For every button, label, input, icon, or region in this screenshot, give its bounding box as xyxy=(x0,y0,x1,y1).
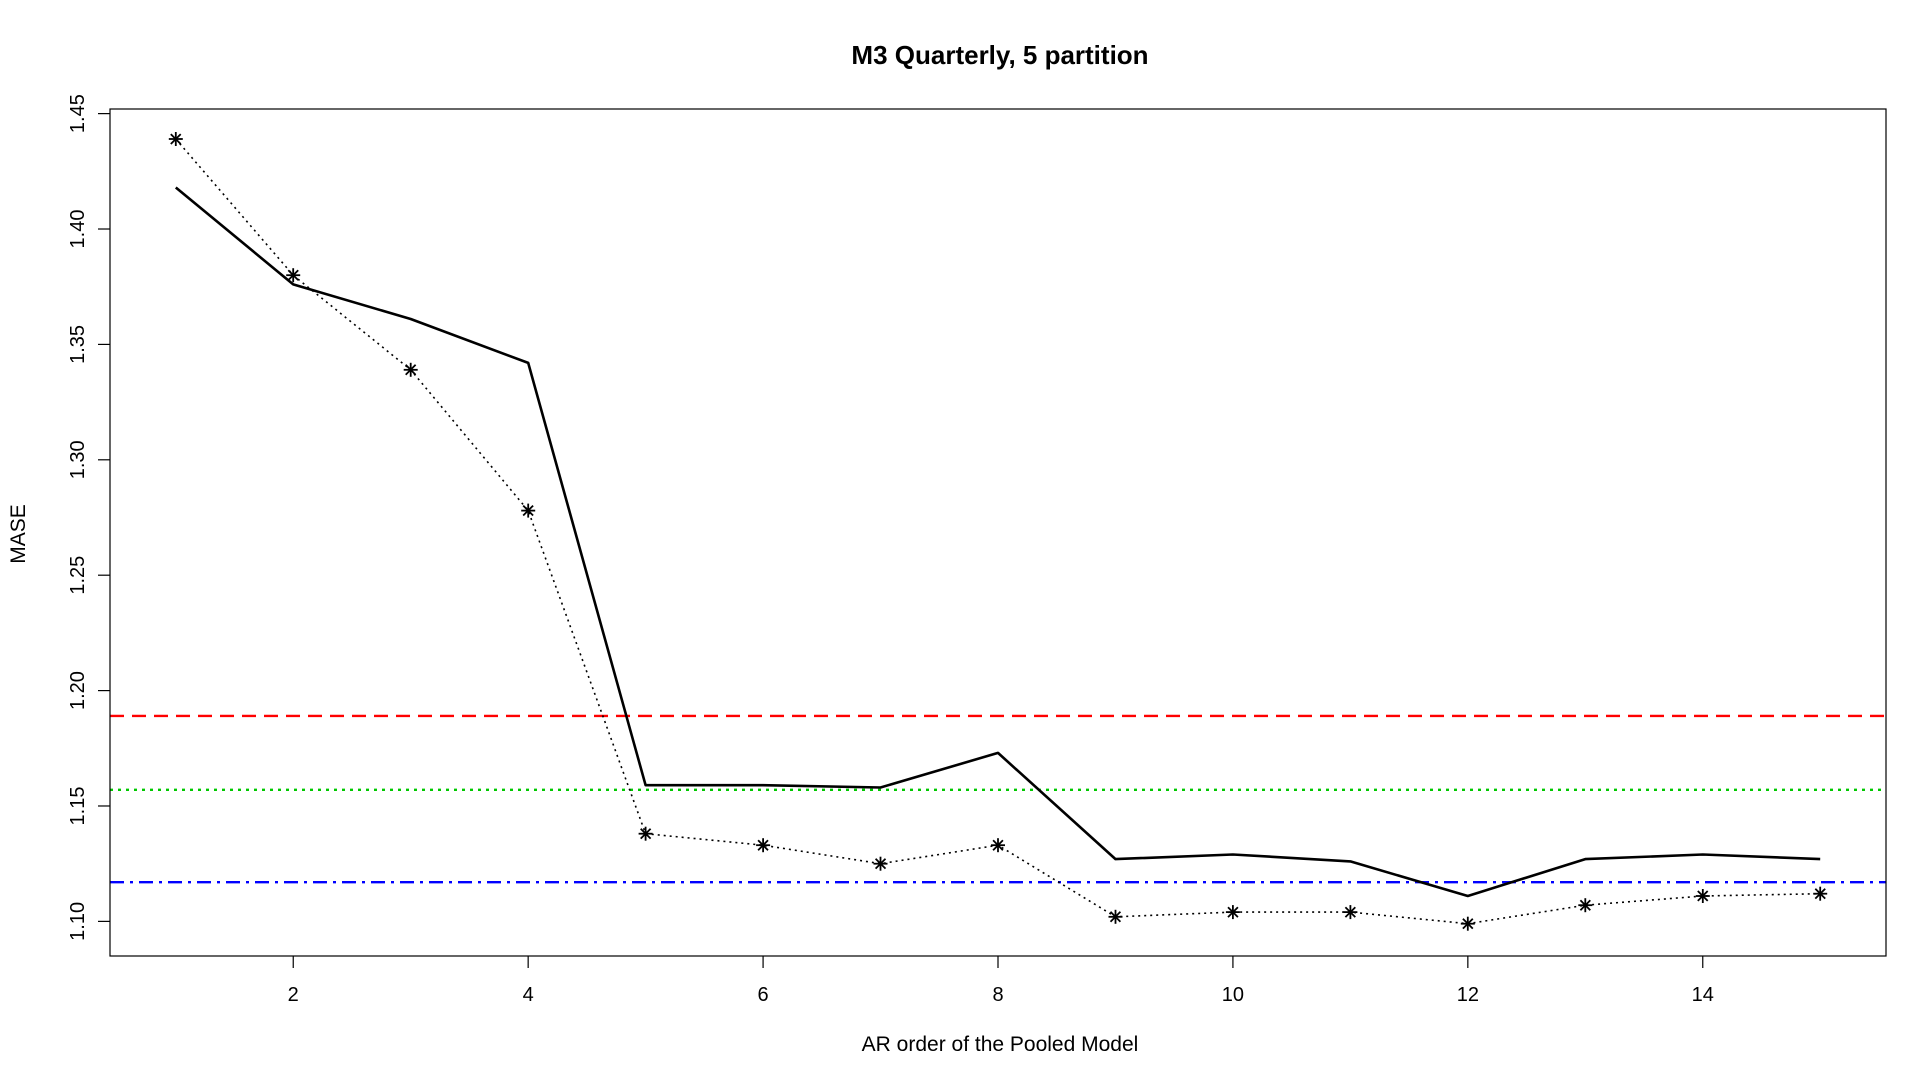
star-stroke xyxy=(287,269,299,281)
x-axis-label: AR order of the Pooled Model xyxy=(862,1033,1139,1056)
y-tick-label: 1.15 xyxy=(67,787,89,826)
y-tick-label: 1.25 xyxy=(67,556,89,595)
data-point-star xyxy=(991,838,1005,853)
y-tick-label: 1.40 xyxy=(67,210,89,249)
star-stroke xyxy=(1462,918,1474,930)
data-point-star xyxy=(1813,886,1828,901)
x-tick-label: 2 xyxy=(288,984,299,1006)
data-series xyxy=(168,132,1828,931)
x-tick-label: 10 xyxy=(1222,984,1244,1006)
x-tick-label: 4 xyxy=(523,984,534,1006)
data-point-star xyxy=(1225,905,1240,920)
y-tick-label: 1.10 xyxy=(67,902,89,941)
data-point-star xyxy=(1343,905,1358,920)
star-stroke xyxy=(405,364,417,376)
y-tick-label: 1.45 xyxy=(67,94,89,133)
star-stroke xyxy=(1227,906,1239,918)
data-point-star xyxy=(873,856,888,871)
data-point-star xyxy=(1578,898,1593,913)
y-tick-label: 1.35 xyxy=(67,325,89,364)
y-tick-label: 1.30 xyxy=(67,440,89,479)
x-tick-label: 6 xyxy=(758,984,769,1006)
data-point-star xyxy=(1460,916,1475,931)
x-tick-label: 8 xyxy=(992,984,1003,1006)
x-tick-label: 14 xyxy=(1692,984,1714,1006)
star-stroke xyxy=(874,858,887,870)
data-point-star xyxy=(1695,889,1710,903)
star-stroke xyxy=(640,828,652,840)
reference-lines xyxy=(110,714,1886,884)
star-stroke xyxy=(1697,890,1709,902)
star-stroke xyxy=(522,504,534,517)
star-stroke xyxy=(1344,906,1356,918)
data-point-star xyxy=(756,838,771,853)
star-stroke xyxy=(1814,888,1826,900)
y-tick-label: 1.20 xyxy=(67,671,89,710)
chart-title: M3 Quarterly, 5 partition xyxy=(851,40,1148,70)
axes: 2 4 6 8 10 12 14 1.10 1.15 1.20 1.25 1.30 1.35 1.40 1.… xyxy=(67,94,1714,1006)
data-point-star xyxy=(168,132,183,146)
data-point-star xyxy=(638,826,653,841)
series-line-solid xyxy=(174,186,1821,898)
plot-frame xyxy=(109,108,1887,957)
x-tick-label: 12 xyxy=(1457,984,1479,1006)
y-axis-label: MASE xyxy=(7,504,30,564)
star-stroke xyxy=(992,839,1004,851)
data-point-star xyxy=(403,362,418,377)
star-stroke xyxy=(1579,899,1591,911)
data-point-star xyxy=(1108,909,1123,924)
star-stroke xyxy=(757,839,769,851)
star-stroke xyxy=(170,133,182,145)
star-stroke xyxy=(1109,911,1122,923)
data-point-star xyxy=(521,503,536,518)
data-point-star xyxy=(286,268,301,283)
